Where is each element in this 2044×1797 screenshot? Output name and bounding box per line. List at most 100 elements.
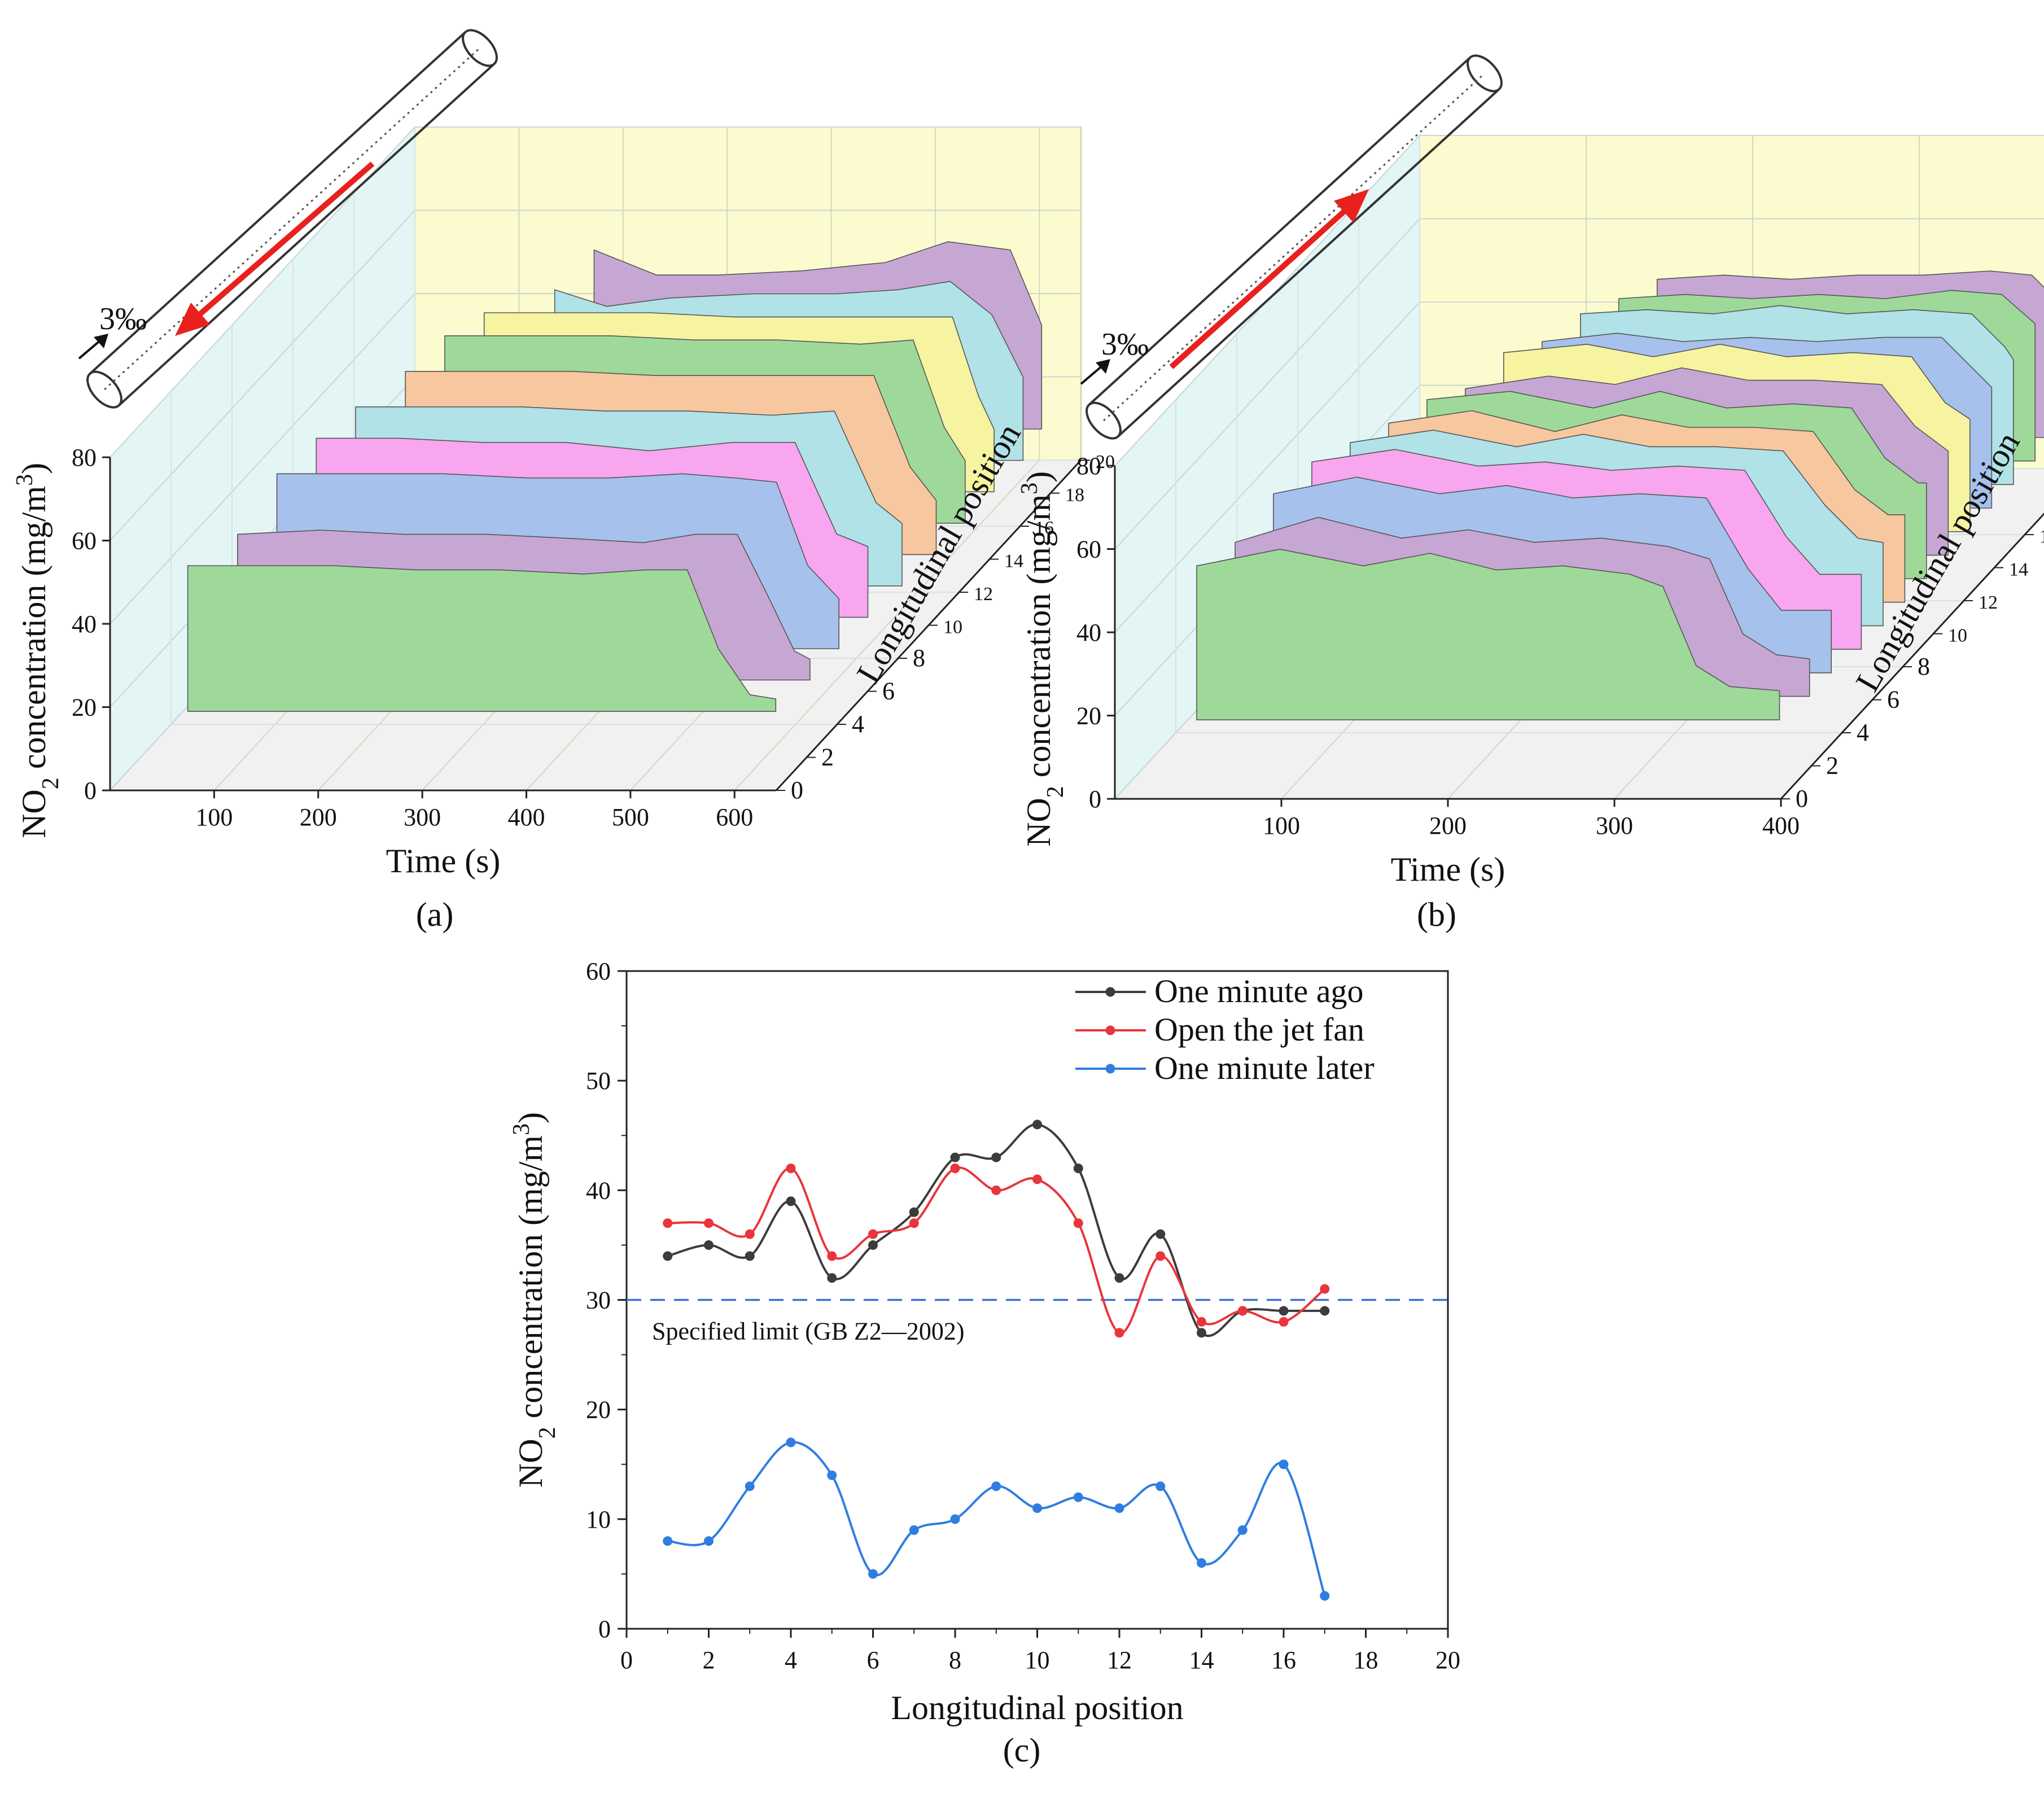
- x-tick-label: 0: [620, 1646, 633, 1674]
- x-tick-label: 600: [716, 803, 753, 831]
- y-tick-label: 20: [1076, 702, 1101, 730]
- y-tick-label: 10: [586, 1506, 611, 1533]
- y-axis-title: NO2 concentration (mg/m3): [509, 1112, 561, 1488]
- data-point: [745, 1229, 755, 1239]
- z-tick-label: 20: [1096, 452, 1115, 473]
- series-one-minute-ago: [663, 1120, 1330, 1338]
- z-tick-label: 14: [1004, 551, 1023, 572]
- data-point: [950, 1164, 960, 1173]
- data-point: [868, 1569, 878, 1579]
- data-point: [704, 1536, 714, 1546]
- y-tick-label: 30: [586, 1287, 611, 1314]
- series-ribbon: [187, 565, 777, 712]
- airflow-arrow-head: [1334, 189, 1369, 223]
- z-tick-label: 4: [1857, 719, 1869, 746]
- z-tick-label: 0: [791, 776, 803, 804]
- y-tick-label: 50: [586, 1067, 611, 1095]
- data-point: [1156, 1229, 1166, 1239]
- data-point: [1114, 1503, 1124, 1513]
- x-axis-title: Time (s): [1391, 851, 1505, 888]
- data-point: [1197, 1317, 1206, 1327]
- data-point: [1197, 1558, 1206, 1568]
- y-tick-label: 40: [1076, 619, 1101, 646]
- data-point: [745, 1251, 755, 1261]
- z-tick-label: 18: [1065, 485, 1084, 506]
- legend-label: Open the jet fan: [1154, 1011, 1364, 1048]
- data-point: [1114, 1273, 1124, 1283]
- x-tick-label: 300: [404, 803, 441, 831]
- x-tick-label: 200: [1429, 812, 1467, 840]
- data-point: [663, 1251, 673, 1261]
- x-tick-label: 200: [300, 803, 337, 831]
- tunnel-pipe-icon: 3‰: [1080, 54, 1503, 440]
- slope-arrow: [1080, 364, 1105, 385]
- data-point: [786, 1196, 796, 1206]
- x-tick-label: 8: [949, 1646, 961, 1674]
- y-tick-label: 0: [84, 777, 97, 805]
- y-tick-label: 60: [1076, 536, 1101, 563]
- x-tick-label: 12: [1107, 1646, 1132, 1674]
- x-tick-label: 20: [1435, 1646, 1460, 1674]
- y-tick-label: 40: [586, 1177, 611, 1204]
- data-point: [1320, 1284, 1330, 1294]
- airflow-arrow-head: [175, 302, 211, 336]
- data-point: [786, 1164, 796, 1173]
- y-tick-label: 0: [598, 1615, 611, 1643]
- panel-c-line-chart: 0 2 4 6 8 10 12 14 16 18 20 0 10 20 30 40 50 60 Longitudin…: [509, 957, 1460, 1726]
- x-tick-label: 100: [195, 803, 233, 831]
- x-tick-label: 16: [1271, 1646, 1296, 1674]
- x-tick-label: 18: [1354, 1646, 1378, 1674]
- z-tick-label: 6: [1887, 686, 1899, 714]
- panel-label-c: (c): [1003, 1732, 1041, 1769]
- data-point: [1237, 1525, 1248, 1535]
- x-axis-title: Time (s): [386, 842, 501, 880]
- panel-label-a: (a): [416, 896, 454, 933]
- data-point: [827, 1251, 837, 1261]
- data-point: [704, 1240, 714, 1250]
- data-point: [745, 1481, 755, 1492]
- data-point: [1073, 1492, 1083, 1502]
- data-point: [1073, 1164, 1083, 1173]
- x-tick-label: 6: [867, 1646, 879, 1674]
- data-point: [909, 1525, 919, 1535]
- tunnel-pipe-body: [89, 31, 495, 406]
- slope-arrow-head: [1096, 359, 1110, 374]
- y-axis-title: NO2 concentration (mg/m3): [12, 463, 64, 838]
- data-point: [1032, 1503, 1042, 1513]
- x-tick-label: 2: [703, 1646, 715, 1674]
- z-tick-label: 16: [2039, 526, 2044, 547]
- legend-label: One minute later: [1154, 1050, 1375, 1086]
- data-point: [1156, 1251, 1166, 1261]
- z-tick-label: 2: [821, 744, 834, 771]
- airflow-arrow: [1169, 202, 1354, 369]
- legend-marker: [1105, 987, 1115, 997]
- z-tick-label: 10: [943, 617, 962, 638]
- tunnel-pipe-far-end: [1467, 54, 1503, 93]
- data-point: [991, 1481, 1001, 1492]
- series-open-the-jet-fan: [663, 1164, 1330, 1338]
- series-one-minute-later: [663, 1437, 1330, 1601]
- data-point: [704, 1218, 714, 1228]
- tunnel-pipe-body: [1088, 56, 1500, 438]
- data-point: [1073, 1218, 1083, 1228]
- legend-marker: [1105, 1025, 1115, 1035]
- data-point: [950, 1514, 960, 1524]
- y-axis-title: NO2 concentration (mg/m3): [1017, 471, 1069, 847]
- x-tick-label: 500: [612, 803, 649, 831]
- series-ribbon: [1196, 548, 1780, 720]
- z-tick-label: 2: [1826, 752, 1839, 780]
- x-tick-label: 300: [1596, 812, 1633, 840]
- data-point: [909, 1207, 919, 1217]
- x-tick-label: 400: [1762, 812, 1800, 840]
- slope-arrow: [78, 338, 103, 360]
- z-tick-label: 14: [2009, 559, 2028, 580]
- data-point: [1032, 1120, 1042, 1130]
- data-point: [1279, 1459, 1289, 1470]
- z-tick-label: 10: [1948, 626, 1967, 646]
- data-point: [786, 1437, 796, 1448]
- data-point: [1320, 1306, 1330, 1316]
- data-point: [827, 1470, 837, 1480]
